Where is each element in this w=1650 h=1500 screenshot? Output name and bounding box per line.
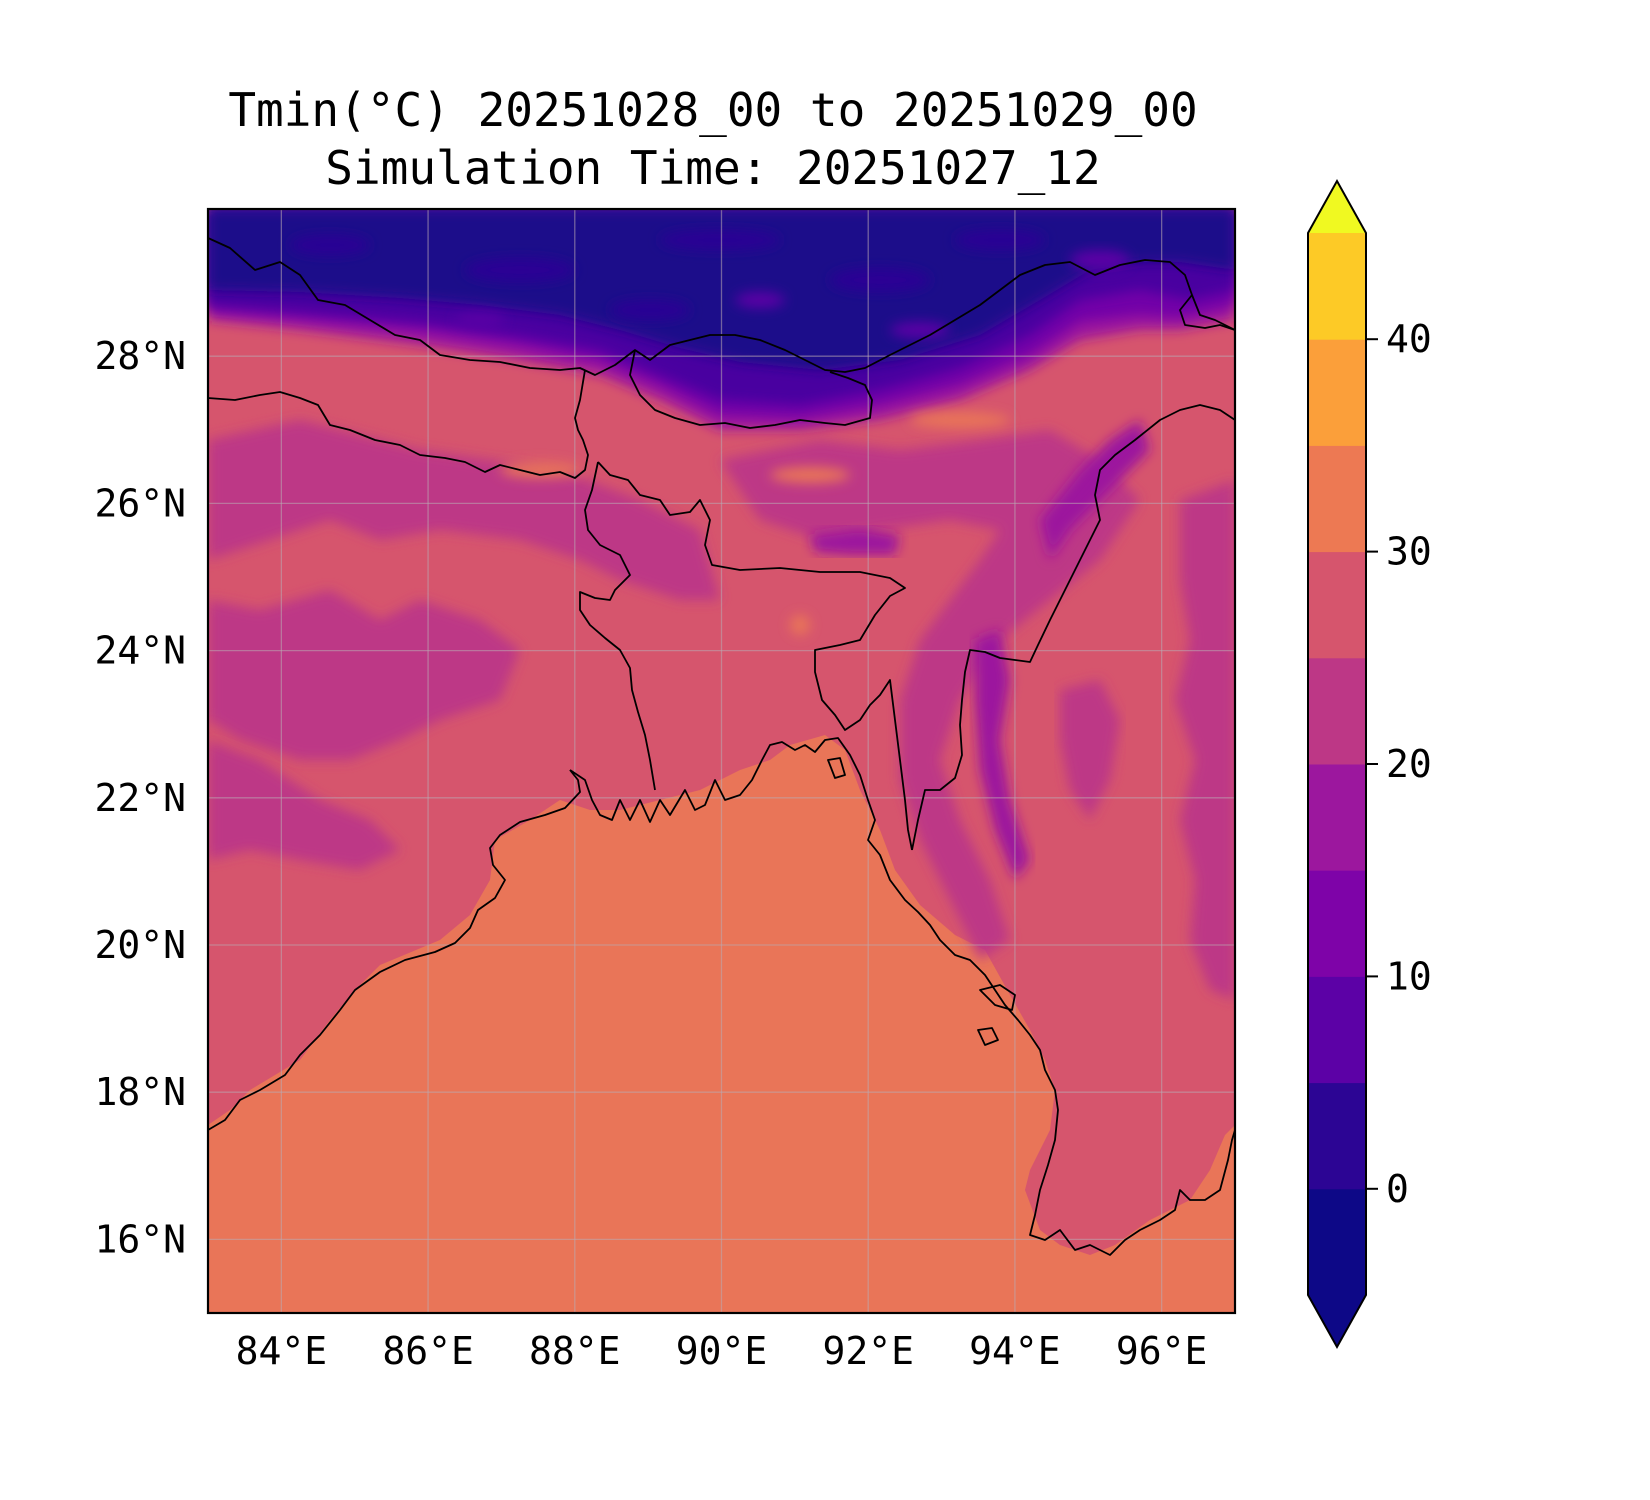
land-mid-band (1060, 680, 1120, 820)
colorbar-level-1 (1308, 1082, 1366, 1190)
x-tick-label: 96°E (1116, 1329, 1208, 1373)
colorbar-tick-label: 30 (1386, 530, 1432, 574)
y-tick-label: 24°N (94, 629, 186, 673)
border-arunachal (1179, 294, 1235, 331)
colorbar-extend-under (1308, 1295, 1366, 1347)
colorbar-level-4 (1308, 764, 1366, 871)
colorbar-tick-label: 40 (1386, 317, 1432, 361)
x-axis-tick-labels: 84°E 86°E 88°E 90°E 92°E 94°E 96°E (236, 1329, 1208, 1373)
land-mid-band (720, 430, 1140, 960)
cold-patches (290, 230, 1045, 320)
colorbar-level-8 (1308, 339, 1366, 446)
y-tick-label: 26°N (94, 481, 186, 525)
colorbar-outline (1307, 178, 1367, 1350)
x-tick-label: 84°E (236, 1329, 328, 1373)
x-tick-label: 94°E (969, 1329, 1061, 1373)
border-bangladesh (597, 461, 913, 851)
x-tick-label: 90°E (676, 1329, 768, 1373)
island-outline (977, 1027, 999, 1046)
cool-patches (455, 250, 1130, 338)
colorbar-level-6 (1308, 551, 1366, 659)
colorbar-tick-label: 20 (1386, 742, 1432, 786)
land-cool-band (810, 528, 900, 555)
map-title-line-2: Simulation Time: 20251027_12 (325, 141, 1101, 195)
coastlines-borders (208, 237, 1235, 1256)
colorbar-level-2 (1308, 976, 1366, 1084)
x-tick-label: 88°E (529, 1329, 621, 1373)
warm-patches (500, 412, 1010, 635)
land-mid-band (1175, 480, 1235, 1000)
land-mid-band (208, 420, 720, 600)
x-tick-label: 86°E (382, 1329, 474, 1373)
coastline-bangladesh (569, 737, 1235, 1256)
y-axis-tick-labels: 28°N 26°N 24°N 22°N 20°N 18°N 16°N (94, 334, 186, 1261)
colorbar-level-7 (1308, 445, 1366, 553)
border-india-myanmar (911, 404, 1235, 851)
colorbar-level-3 (1308, 870, 1366, 977)
temperature-field (208, 209, 1235, 1313)
y-tick-label: 20°N (94, 923, 186, 967)
colorbar-tick-label: 10 (1386, 954, 1432, 998)
island-outline (827, 757, 846, 779)
x-tick-label: 92°E (822, 1329, 914, 1373)
y-tick-label: 16°N (94, 1217, 186, 1261)
colorbar-level-0 (1308, 1188, 1366, 1296)
land-cool-band (975, 630, 1030, 880)
border-nepal-south (208, 369, 589, 479)
colorbar-level-9 (1308, 233, 1366, 340)
y-tick-label: 22°N (94, 776, 186, 820)
land-cool-band (1040, 420, 1150, 560)
colorbar: 0 10 20 30 40 (1307, 178, 1432, 1350)
border-bangladesh-west (579, 461, 656, 791)
border-bhutan (629, 349, 873, 429)
land-mid-band (208, 590, 520, 760)
y-tick-label: 18°N (94, 1070, 186, 1114)
border-himalaya (208, 237, 1235, 376)
island-outline (979, 984, 1016, 1011)
map-title-line-1: Tmin(°C) 20251028_00 to 20251029_00 (228, 83, 1198, 137)
colorbar-level-5 (1308, 657, 1366, 765)
y-tick-label: 28°N (94, 334, 186, 378)
colorbar-extend-over (1308, 181, 1366, 233)
land-mid-band (208, 740, 400, 870)
coastline-west (208, 769, 581, 1131)
map-frame (206, 207, 1237, 1315)
colorbar-tick-label: 0 (1386, 1167, 1409, 1211)
